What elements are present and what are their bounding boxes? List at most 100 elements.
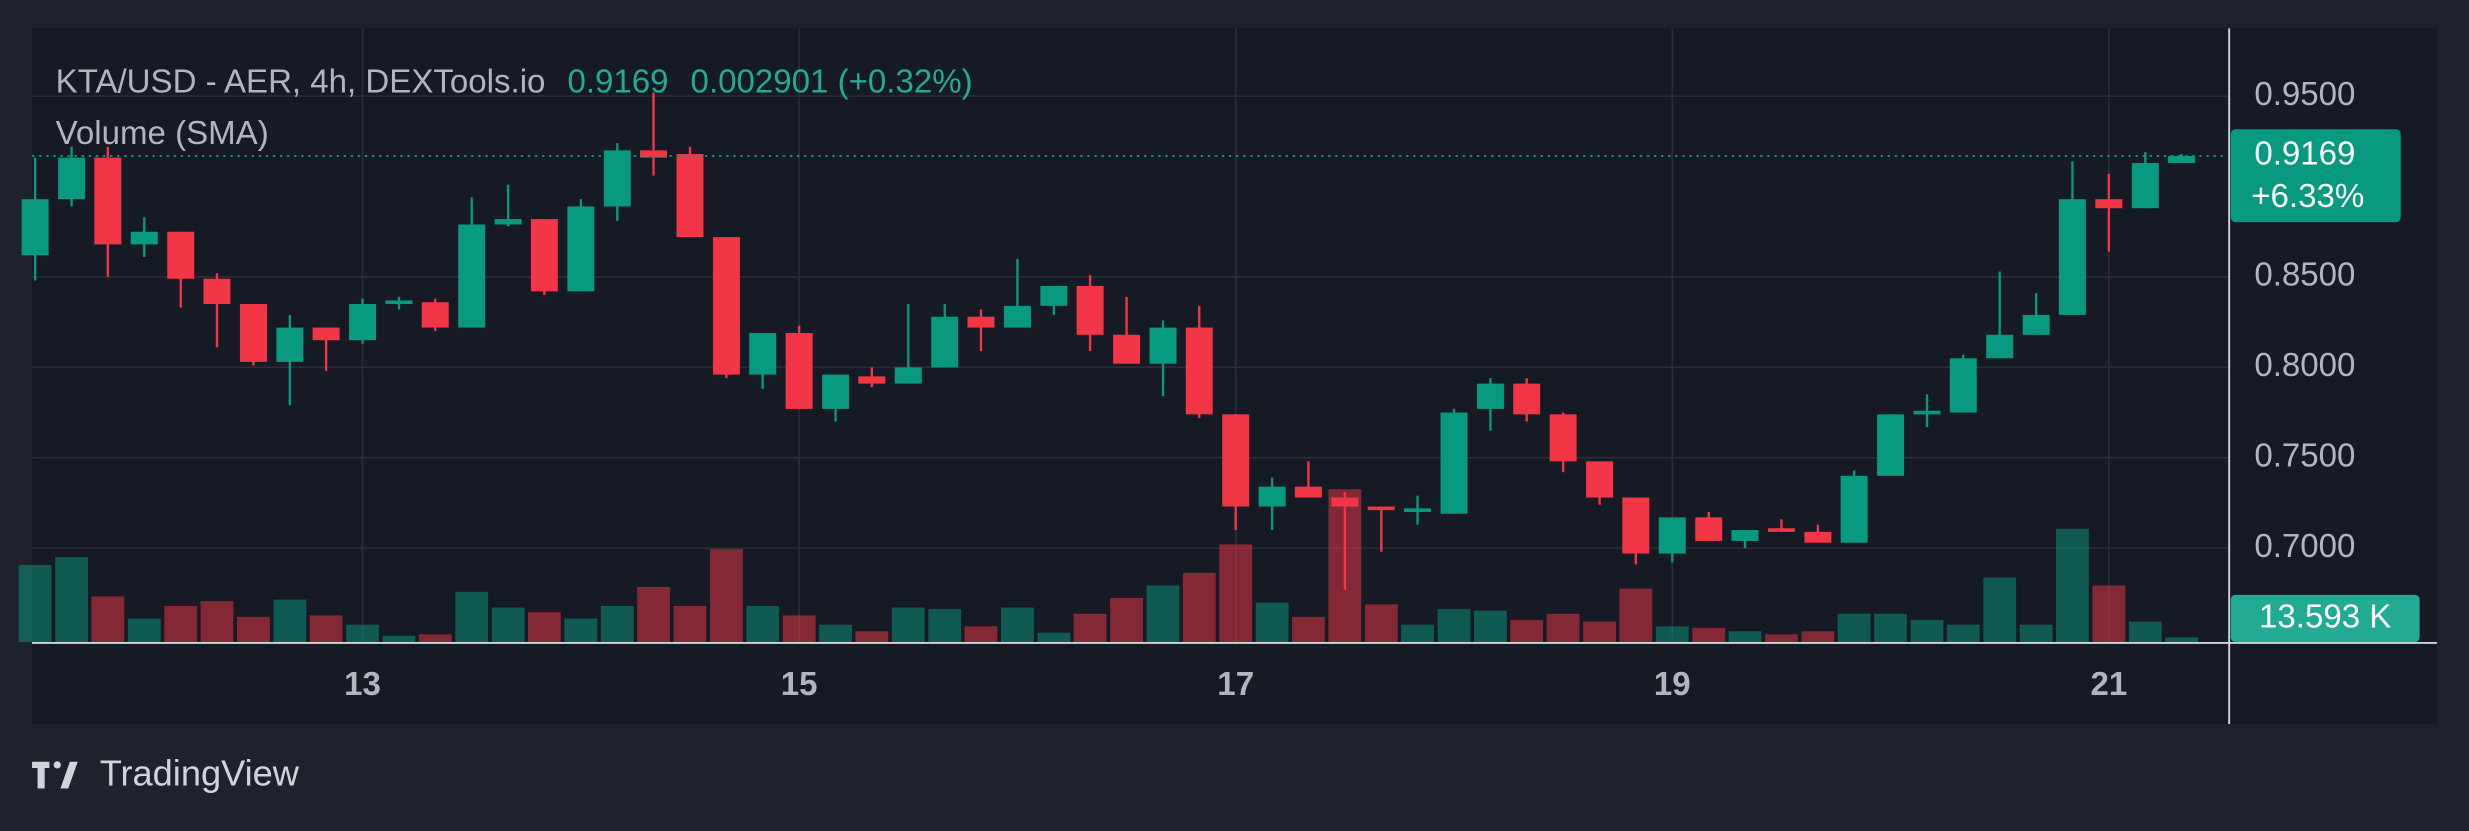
candle-body xyxy=(931,316,959,368)
volume-bar xyxy=(1291,616,1325,643)
candle-body xyxy=(785,332,813,409)
candle-body xyxy=(1549,414,1577,462)
candle-body xyxy=(1404,508,1432,512)
candle-body xyxy=(1294,486,1322,498)
volume-bar xyxy=(855,631,889,643)
candle-body xyxy=(1731,530,1759,541)
volume-bar xyxy=(1474,610,1507,643)
candle-body xyxy=(1113,334,1141,364)
candle-body xyxy=(349,304,377,341)
volume-bar xyxy=(18,564,52,643)
candle-body xyxy=(1877,414,1905,476)
volume-bar xyxy=(1583,621,1616,643)
volume-bar xyxy=(2128,621,2162,643)
volume-bar xyxy=(491,607,525,643)
volume-bar xyxy=(1182,572,1216,643)
candle-body xyxy=(567,206,595,292)
volume-bar xyxy=(455,591,489,643)
candle-body xyxy=(494,219,522,225)
candle-body xyxy=(749,332,777,375)
indicator-name: Volume (SMA) xyxy=(56,115,269,152)
y-tick-label: 0.7000 xyxy=(2254,528,2355,565)
candle-body xyxy=(1949,358,1977,413)
volume-bar xyxy=(637,587,670,643)
candle-body xyxy=(1076,285,1104,335)
volume-bar xyxy=(1110,597,1143,643)
candle-body xyxy=(1149,327,1177,364)
candle-body xyxy=(1331,497,1359,507)
y-tick-label: 0.9500 xyxy=(2254,76,2355,113)
candle-body xyxy=(530,219,558,292)
candle-body xyxy=(894,367,922,384)
candle-body xyxy=(822,374,850,409)
candle-body xyxy=(1840,475,1868,543)
last-price-label: 0.9169 xyxy=(2254,136,2355,173)
volume-bar xyxy=(2056,528,2089,643)
legend-line: KTA/USD - AER, 4h, DEXTools.io 0.9169 0.00… xyxy=(56,63,973,100)
candle-body xyxy=(1804,531,1832,543)
volume-bar xyxy=(200,601,234,643)
volume-label: 13.593 K xyxy=(2259,598,2391,635)
volume-bar xyxy=(1146,585,1180,643)
candle-body xyxy=(1476,383,1504,409)
volume-bar xyxy=(91,596,125,643)
volume-bar xyxy=(1037,632,1071,643)
candle-body xyxy=(2058,199,2086,315)
candle-body xyxy=(58,157,86,200)
candle-body xyxy=(1367,506,1395,511)
candle-body xyxy=(1658,517,1686,554)
volume-bar xyxy=(1692,627,1726,643)
candle-body xyxy=(1222,414,1250,507)
candle-body xyxy=(94,157,122,245)
volume-bar xyxy=(2165,637,2198,643)
volume-bar xyxy=(1910,620,1944,643)
volume-bar xyxy=(1728,631,1762,643)
candle-body xyxy=(312,327,340,341)
volume-bar xyxy=(1364,604,1398,643)
candle-body xyxy=(1622,497,1650,554)
legend-change: 0.002901 (+0.32%) xyxy=(691,63,973,100)
volume-bar xyxy=(1219,544,1253,643)
volume-bar xyxy=(746,605,780,643)
volume-bar xyxy=(382,635,416,643)
last-price-badge xyxy=(2230,129,2401,223)
x-tick-label: 15 xyxy=(781,666,818,703)
candle-body xyxy=(239,304,267,362)
volume-bar xyxy=(782,615,816,643)
volume-bar xyxy=(673,605,707,643)
candle-body xyxy=(421,302,449,328)
volume-bar xyxy=(2092,585,2126,643)
volume-bar xyxy=(1255,602,1289,643)
candle-body xyxy=(1913,410,1941,415)
grid xyxy=(32,28,2228,643)
volume-bar xyxy=(273,599,307,643)
candle-body xyxy=(1586,461,1614,498)
legend-price: 0.9169 xyxy=(567,63,668,100)
volume-bar xyxy=(1946,624,1980,643)
candle-body xyxy=(676,153,704,238)
candle-body xyxy=(385,300,413,305)
candle-body xyxy=(458,224,486,328)
volume-bar xyxy=(891,607,925,643)
volume-bar xyxy=(309,615,343,643)
candle-body xyxy=(1767,528,1795,532)
volume-bar xyxy=(1801,631,1835,643)
candle-body xyxy=(1185,327,1213,415)
volume-bar xyxy=(964,626,998,643)
candle-body xyxy=(640,150,668,158)
candle-body xyxy=(203,278,231,305)
candle-body xyxy=(1003,305,1031,328)
candle-body xyxy=(276,327,304,362)
volume-bar xyxy=(1510,620,1544,643)
candle-body xyxy=(2095,199,2123,209)
volume-bar xyxy=(2019,624,2053,643)
candle-layer xyxy=(21,92,2196,590)
x-tick-label: 13 xyxy=(344,666,381,703)
candle-body xyxy=(603,150,631,207)
volume-bar xyxy=(127,618,161,643)
candle-body xyxy=(1258,486,1286,507)
volume-bar xyxy=(1619,588,1653,643)
volume-bar xyxy=(164,605,198,643)
x-tick-label: 21 xyxy=(2090,666,2127,703)
